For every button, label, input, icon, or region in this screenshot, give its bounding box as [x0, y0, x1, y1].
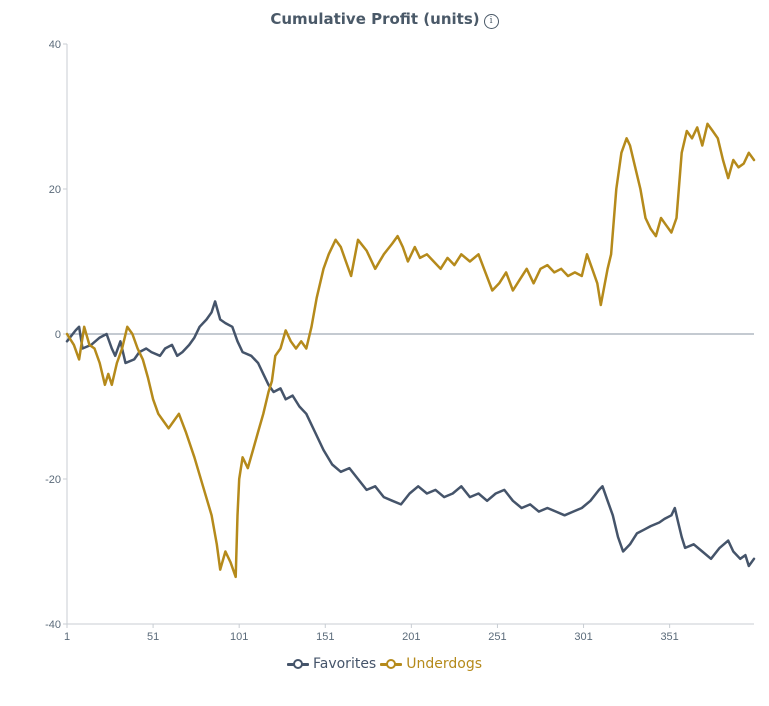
y-tick-label: 0: [55, 329, 61, 341]
legend-label: Underdogs: [406, 656, 482, 672]
x-tick-label: 151: [316, 631, 334, 643]
legend-item-favorites[interactable]: Favorites: [286, 656, 377, 672]
y-tick-label: 20: [49, 184, 61, 196]
chart-title-row: Cumulative Profit (units) i: [0, 10, 769, 29]
x-tick-label: 51: [147, 631, 159, 643]
y-tick-label: -40: [45, 619, 61, 631]
legend-item-underdogs[interactable]: Underdogs: [380, 656, 482, 672]
x-tick-label: 101: [230, 631, 248, 643]
y-tick-label: 40: [49, 39, 61, 51]
x-tick-label: 1: [64, 631, 70, 643]
info-icon[interactable]: i: [483, 14, 499, 29]
y-tick-label: -20: [45, 474, 61, 486]
legend-swatch-icon: [380, 658, 403, 670]
legend-swatch-icon: [286, 658, 309, 670]
series-lines: [65, 122, 756, 579]
series-line-favorites[interactable]: [65, 300, 756, 568]
chart-title: Cumulative Profit (units): [270, 10, 480, 28]
x-tick-label: 351: [660, 631, 678, 643]
series-line-underdogs[interactable]: [65, 122, 756, 579]
x-tick-label: 301: [574, 631, 592, 643]
x-tick-label: 251: [488, 631, 506, 643]
legend-label: Favorites: [312, 656, 377, 672]
x-tick-label: 201: [402, 631, 420, 643]
legend: Favorites Underdogs: [0, 656, 769, 674]
